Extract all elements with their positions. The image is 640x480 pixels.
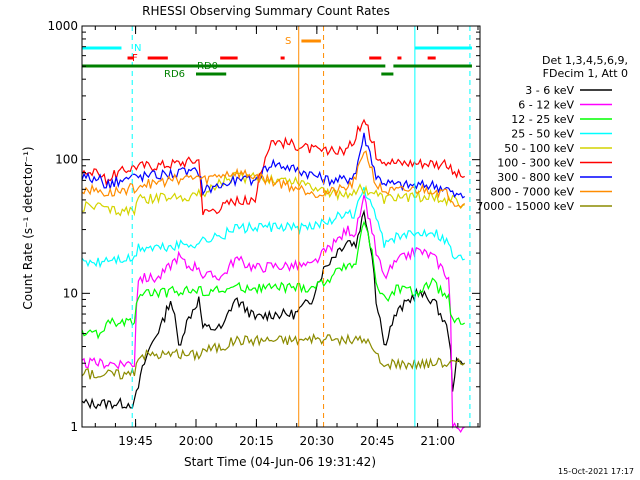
series-line <box>81 186 465 269</box>
flag-label: RD0 <box>197 61 218 72</box>
flag-label: F <box>132 53 138 64</box>
legend-label: 300 - 800 keV <box>497 171 574 184</box>
legend-label: 800 - 7000 keV <box>490 186 574 199</box>
series-line <box>81 171 465 217</box>
series-line <box>81 194 466 434</box>
y-tick-label: 1000 <box>47 19 78 33</box>
x-tick-label: 20:45 <box>360 434 395 448</box>
legend-label: 50 - 100 keV <box>504 142 574 155</box>
x-axis-label: Start Time (04-Jun-06 19:31:42) <box>184 455 376 469</box>
x-tick-label: 19:45 <box>118 434 153 448</box>
legend-label: 12 - 25 keV <box>511 113 574 126</box>
legend-label: 25 - 50 keV <box>511 128 574 141</box>
legend-label: 100 - 300 keV <box>497 157 574 170</box>
series-line <box>81 220 466 340</box>
flag-label: S <box>285 36 291 47</box>
legend-label: 3 - 6 keV <box>525 84 574 97</box>
series-line <box>81 150 466 209</box>
legend: Det 1,3,4,5,6,9,FDecim 1, Att 0 3 - 6 keV… <box>476 54 628 213</box>
y-tick-label: 100 <box>55 153 78 167</box>
plot-area: NF S RD0 RD6 <box>81 26 472 434</box>
x-tick-label: 20:15 <box>239 434 274 448</box>
legend-header: Det 1,3,4,5,6,9, <box>542 54 628 67</box>
x-tick-label: 21:00 <box>420 434 455 448</box>
flag-label: N <box>134 43 141 54</box>
series-line <box>81 132 466 199</box>
legend-header: FDecim 1, Att 0 <box>543 67 628 80</box>
legend-label: 7000 - 15000 keV <box>476 200 574 213</box>
legend-label: 6 - 12 keV <box>518 99 574 112</box>
axes: 1 10 100 1000 19:45 20:00 20:15 20:30 20:45 21:00 <box>47 19 481 448</box>
y-axis-label: Count Rate (s⁻¹ detector⁻¹) <box>21 146 35 309</box>
plot-frame <box>81 25 481 428</box>
x-tick-label: 20:00 <box>179 434 214 448</box>
footer-date: 15-Oct-2021 17:17 <box>558 467 634 476</box>
series-line <box>81 209 466 411</box>
flag-label: RD6 <box>164 69 185 80</box>
y-tick-label: 10 <box>63 286 78 300</box>
x-tick-label: 20:30 <box>300 434 335 448</box>
chart-title: RHESSI Observing Summary Count Rates <box>142 4 390 18</box>
series-line <box>81 118 465 216</box>
y-tick-label: 1 <box>70 420 78 434</box>
series-line <box>81 332 466 380</box>
